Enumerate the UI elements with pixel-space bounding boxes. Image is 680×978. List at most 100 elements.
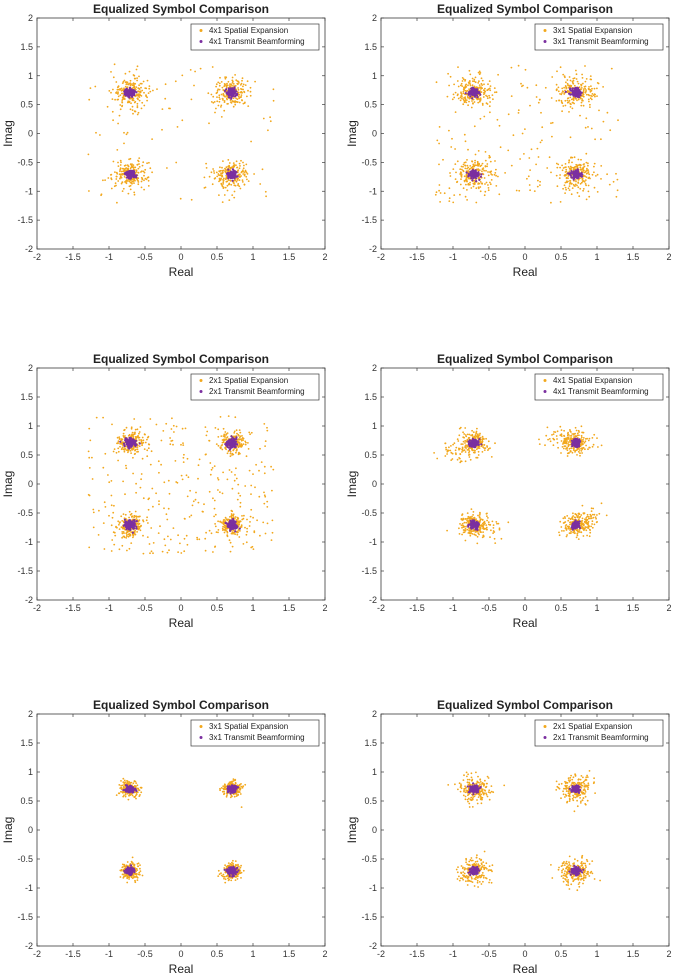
data-point — [244, 526, 246, 529]
data-point — [570, 98, 573, 101]
data-point — [464, 451, 467, 453]
data-point — [111, 98, 114, 100]
data-point — [233, 432, 236, 434]
data-point — [224, 431, 227, 433]
data-point — [198, 458, 201, 461]
data-point — [127, 526, 130, 529]
data-point — [205, 167, 208, 169]
data-point — [148, 543, 151, 545]
data-point — [230, 167, 232, 170]
data-point — [231, 510, 234, 513]
data-point — [206, 430, 209, 433]
data-point — [524, 68, 527, 71]
data-point — [249, 90, 252, 93]
data-point — [225, 91, 228, 95]
data-point — [136, 446, 139, 448]
data-point — [236, 525, 239, 529]
data-point — [128, 70, 131, 73]
legend-entry: 3x1 Transmit Beamforming — [553, 37, 649, 46]
data-point — [245, 455, 248, 458]
data-point — [575, 69, 577, 72]
data-point — [237, 438, 239, 441]
data-point — [489, 160, 492, 163]
data-point — [266, 500, 269, 503]
data-point — [461, 443, 464, 445]
data-point — [238, 179, 241, 182]
data-point — [463, 133, 466, 136]
data-point — [186, 495, 189, 498]
data-point — [98, 509, 100, 512]
data-point — [107, 474, 109, 476]
data-point — [129, 521, 132, 525]
data-point — [478, 84, 481, 86]
data-point — [541, 126, 544, 129]
data-point — [131, 105, 134, 108]
data-point — [488, 156, 491, 159]
data-point — [449, 75, 452, 78]
data-point — [561, 164, 563, 167]
y-tick-label: 1 — [28, 421, 33, 431]
data-point — [216, 96, 218, 98]
data-point — [580, 87, 583, 89]
data-point — [214, 525, 217, 528]
data-point — [88, 494, 91, 497]
data-point — [585, 176, 588, 179]
data-point — [136, 97, 139, 100]
data-point — [489, 181, 491, 184]
data-point — [574, 97, 577, 100]
data-point — [261, 168, 264, 171]
x-tick-label: 1 — [250, 603, 255, 613]
data-point — [140, 473, 143, 475]
data-point — [575, 180, 577, 183]
data-point — [130, 427, 133, 430]
data-point — [225, 166, 228, 169]
data-point — [482, 173, 485, 176]
data-point — [161, 108, 164, 110]
data-point — [259, 183, 262, 185]
data-point — [148, 497, 151, 500]
data-point — [562, 90, 564, 93]
data-point — [173, 431, 175, 433]
data-point — [136, 178, 139, 181]
data-point — [471, 86, 474, 89]
data-point — [216, 477, 219, 479]
data-point — [217, 444, 220, 447]
data-point — [492, 98, 494, 101]
data-point — [472, 185, 475, 188]
x-tick-label: 2 — [322, 603, 327, 613]
data-point — [138, 157, 141, 160]
data-point — [150, 550, 153, 553]
scatter-panel-3: -2 -1.5 -1 -0.5 0 0.5 1 1.5 221.510.50-0.5-1-1.5… — [1, 352, 328, 630]
data-point — [135, 523, 138, 526]
legend-entry: 4x1 Transmit Beamforming — [209, 37, 305, 46]
data-point — [235, 436, 238, 439]
data-point — [457, 66, 459, 68]
data-point — [265, 195, 267, 198]
data-point — [133, 191, 136, 194]
data-point — [466, 433, 469, 436]
data-point — [165, 422, 168, 425]
data-point — [574, 93, 577, 96]
data-point — [467, 445, 469, 447]
data-point — [117, 459, 119, 462]
data-point — [584, 85, 587, 88]
data-point — [222, 177, 225, 180]
data-point — [504, 172, 506, 174]
data-point — [113, 185, 116, 188]
data-point — [122, 96, 125, 98]
data-point — [587, 171, 590, 173]
data-point — [244, 101, 246, 104]
data-point — [117, 440, 120, 443]
data-point — [208, 175, 211, 178]
data-point — [585, 152, 588, 155]
data-point — [539, 141, 542, 144]
data-point — [235, 160, 238, 163]
data-point — [472, 182, 475, 185]
data-point — [232, 517, 235, 521]
data-point — [574, 173, 578, 176]
data-point — [480, 87, 483, 89]
data-point — [130, 426, 133, 429]
data-point — [600, 165, 603, 167]
data-point — [234, 84, 237, 87]
